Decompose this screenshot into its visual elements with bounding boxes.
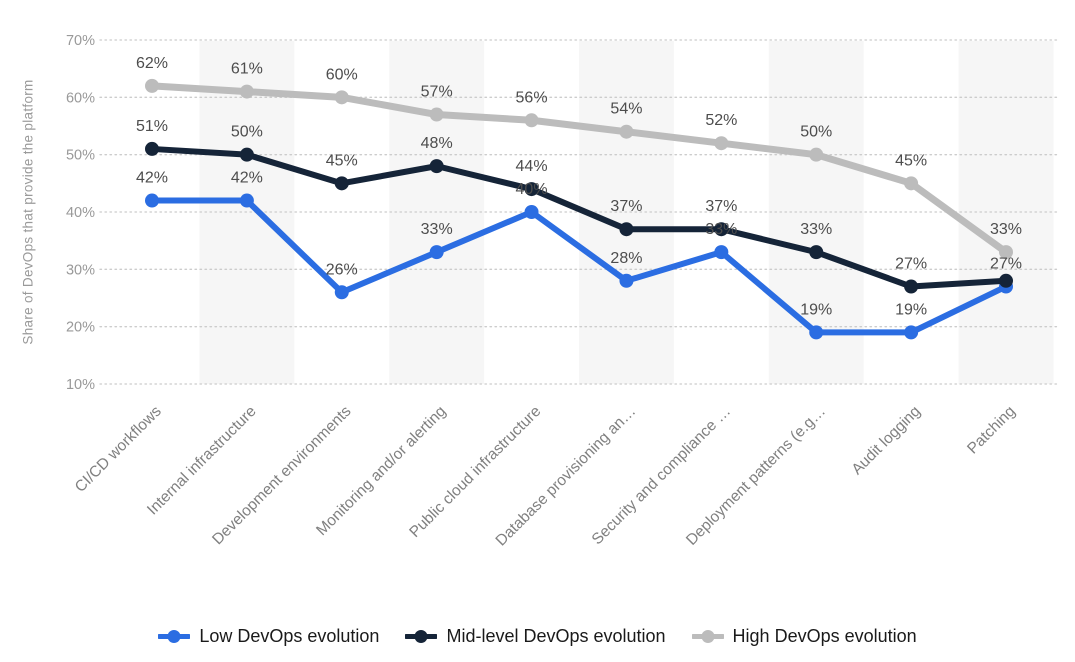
data-label: 33% xyxy=(421,221,453,238)
data-point xyxy=(334,176,349,191)
data-label: 27% xyxy=(990,256,1022,273)
data-label: 37% xyxy=(610,198,642,215)
data-point xyxy=(524,182,539,197)
data-label: 57% xyxy=(421,84,453,101)
legend-label: Low DevOps evolution xyxy=(199,625,380,646)
legend-label: High DevOps evolution xyxy=(732,625,917,646)
data-label: 44% xyxy=(516,158,548,175)
data-label: 26% xyxy=(326,261,358,278)
x-category-label: Patching xyxy=(964,403,1019,458)
data-point xyxy=(239,193,254,208)
data-label: 54% xyxy=(610,101,642,118)
data-point xyxy=(239,84,254,99)
data-point xyxy=(904,325,919,340)
data-point xyxy=(429,159,444,174)
series-line-0 xyxy=(149,197,1010,336)
data-label: 40% xyxy=(516,181,548,198)
data-label: 61% xyxy=(231,61,263,78)
y-tick-label: 70% xyxy=(66,33,95,49)
y-axis-title: Share of DevOps that provide the platfor… xyxy=(20,79,36,345)
y-tick-label: 30% xyxy=(66,262,95,278)
data-label: 19% xyxy=(800,301,832,318)
data-label: 60% xyxy=(326,66,358,83)
legend-item-mid[interactable]: Mid-level DevOps evolution xyxy=(405,625,666,647)
data-label: 33% xyxy=(990,221,1022,238)
data-point xyxy=(524,205,539,219)
legend: Low DevOps evolution Mid-level DevOps evo… xyxy=(0,616,1075,656)
data-label: 33% xyxy=(800,221,832,238)
data-label: 45% xyxy=(326,152,358,169)
data-point xyxy=(809,245,824,260)
data-label: 50% xyxy=(800,124,832,141)
data-label: 48% xyxy=(421,135,453,152)
series-line-1 xyxy=(149,145,1010,290)
legend-item-high[interactable]: High DevOps evolution xyxy=(691,625,917,647)
data-point xyxy=(999,245,1014,260)
data-point xyxy=(334,285,349,300)
legend-item-low[interactable]: Low DevOps evolution xyxy=(158,626,379,647)
legend-label: Mid-level DevOps evolution xyxy=(446,625,666,646)
data-point xyxy=(809,325,824,340)
data-label: 50% xyxy=(231,124,263,141)
x-category-label: CI/CD workflows xyxy=(72,403,165,496)
data-point xyxy=(809,147,824,162)
data-label: 28% xyxy=(610,250,642,267)
y-tick-label: 10% xyxy=(66,377,95,393)
data-point xyxy=(145,141,159,156)
data-label: 27% xyxy=(895,256,927,273)
data-point xyxy=(334,90,349,105)
data-point xyxy=(619,273,634,288)
data-point xyxy=(524,113,539,128)
y-tick-label: 50% xyxy=(66,148,95,164)
data-point xyxy=(714,222,729,237)
data-point xyxy=(714,136,729,151)
data-label: 52% xyxy=(705,112,737,129)
y-tick-label: 60% xyxy=(66,90,95,106)
legend-marker-low-icon xyxy=(158,629,191,643)
line-chart: 10% 20% 30% 40% 50% 60% 70% CI/CD workflowsInte… xyxy=(66,33,1061,549)
data-point xyxy=(619,124,634,139)
data-label: 51% xyxy=(136,118,168,135)
data-point xyxy=(904,279,919,294)
data-label: 45% xyxy=(895,152,927,169)
data-label: 62% xyxy=(136,55,168,72)
y-tick-label: 20% xyxy=(66,320,95,336)
y-tick-label: 40% xyxy=(66,205,95,221)
data-point xyxy=(619,222,634,237)
legend-marker-high-icon xyxy=(691,629,724,643)
data-point xyxy=(239,147,254,162)
data-point xyxy=(429,107,444,122)
data-label: 19% xyxy=(895,301,927,318)
legend-marker-mid-icon xyxy=(405,629,438,643)
x-category-label: Audit logging xyxy=(849,403,924,478)
x-category-label: Internal infrastructure xyxy=(144,403,260,519)
data-point xyxy=(145,193,159,208)
series-line-2 xyxy=(148,82,1010,256)
data-label: 33% xyxy=(705,221,737,238)
data-point xyxy=(714,245,729,260)
data-label: 42% xyxy=(231,170,263,187)
data-point xyxy=(999,273,1014,288)
data-label: 42% xyxy=(136,170,168,187)
data-point xyxy=(904,176,919,191)
data-point xyxy=(145,78,159,93)
data-label: 56% xyxy=(516,89,548,106)
data-point xyxy=(429,245,444,260)
data-label: 37% xyxy=(705,198,737,215)
